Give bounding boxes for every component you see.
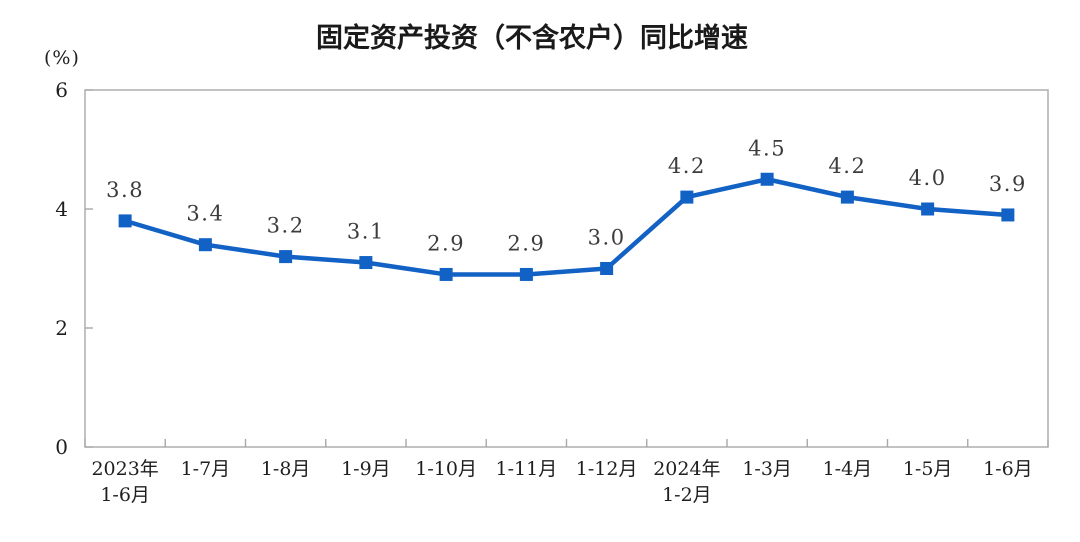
data-label: 4.0 <box>909 166 947 190</box>
data-point-marker <box>840 190 854 204</box>
data-point-marker <box>760 172 774 186</box>
x-tick-label: 1-6月 <box>100 484 150 506</box>
data-point-marker <box>118 214 132 228</box>
x-tick-label: 1-7月 <box>181 458 231 480</box>
x-tick-label: 1-2月 <box>662 484 712 506</box>
x-tick-label: 1-3月 <box>742 458 792 480</box>
x-tick-label: 1-10月 <box>415 458 477 480</box>
data-point-marker <box>198 238 212 252</box>
data-label: 3.0 <box>588 226 626 250</box>
y-axis-unit-label: (%) <box>44 47 80 69</box>
data-point-marker <box>439 267 453 281</box>
x-tick-label: 1-8月 <box>261 458 311 480</box>
data-label: 3.4 <box>186 202 224 226</box>
y-tick-label: 6 <box>55 78 68 102</box>
x-tick-label: 1-4月 <box>823 458 873 480</box>
data-label: 2.9 <box>427 231 465 255</box>
plot-border <box>84 89 1049 448</box>
data-point-marker <box>600 262 614 275</box>
data-label: 2.9 <box>507 231 545 255</box>
x-tick-label: 1-6月 <box>983 458 1033 480</box>
data-point-marker <box>1001 208 1015 222</box>
data-label: 4.2 <box>828 154 866 178</box>
data-point-marker <box>921 202 935 216</box>
y-tick-label: 2 <box>55 316 68 340</box>
data-label: 3.1 <box>347 220 385 244</box>
data-label: 3.8 <box>106 178 144 202</box>
chart-title: 固定资产投资（不含农户）同比增速 <box>316 22 748 53</box>
y-tick-label: 4 <box>55 197 68 221</box>
x-tick-label: 1-12月 <box>576 458 638 480</box>
data-point-marker <box>680 190 694 204</box>
series-line <box>122 177 1011 277</box>
data-label: 3.2 <box>267 214 305 238</box>
data-point-marker <box>519 267 533 281</box>
data-label: 3.9 <box>989 172 1027 196</box>
x-tick-label: 2023年 <box>91 458 158 480</box>
data-point-marker <box>359 256 373 270</box>
data-point-marker <box>279 250 293 264</box>
x-tick-label: 1-9月 <box>341 458 391 480</box>
x-tick-label: 2024年 <box>653 458 720 480</box>
data-label: 4.2 <box>668 154 706 178</box>
plot-area: 0 2 4 6 2023年 1-6月 1-7月 1-8月 1-9月 1-10月 1-11月 1-12月… <box>55 78 1049 506</box>
x-tick-label: 1-11月 <box>496 458 558 480</box>
y-tick-label: 0 <box>55 435 68 459</box>
data-label: 4.5 <box>748 136 786 160</box>
x-tick-label: 1-5月 <box>903 458 953 480</box>
